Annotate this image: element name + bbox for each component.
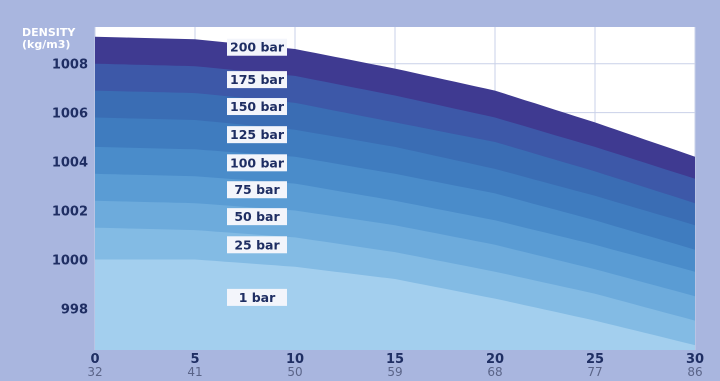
band-label-100-bar: 100 bar (227, 154, 287, 172)
band-label-box (227, 236, 287, 254)
band-1-bar (95, 259, 695, 350)
band-label-150-bar: 150 bar (227, 98, 287, 116)
y-tick-label: 1008 (52, 58, 88, 73)
x-tick-label-secondary: 77 (587, 365, 602, 379)
x-tick-label-secondary: 41 (187, 365, 202, 379)
x-tick-label: 5 (190, 352, 199, 367)
y-axis-ticks: 998 1000 1002 1004 1006 1008 (52, 58, 88, 318)
band-label-text: 1 bar (239, 290, 276, 305)
x-tick-label: 30 (686, 352, 704, 367)
band-label-box (227, 38, 287, 56)
band-labels: 200 bar 175 bar 150 bar 125 bar 100 bar 75 ba… (227, 38, 287, 306)
band-label-200-bar: 200 bar (227, 38, 287, 56)
band-label-25-bar: 25 bar (227, 236, 287, 254)
y-tick-label: 1006 (52, 107, 88, 122)
band-label-box (227, 154, 287, 172)
band-label-125-bar: 125 bar (227, 126, 287, 144)
band-label-box (227, 98, 287, 116)
x-tick-label-secondary: 86 (687, 365, 702, 379)
band-label-box (227, 208, 287, 226)
band-label-box (227, 288, 287, 306)
band-label-text: 100 bar (230, 155, 285, 170)
band-label-box (227, 71, 287, 89)
x-tick-label-secondary: 68 (487, 365, 502, 379)
x-tick-label-secondary: 59 (387, 365, 402, 379)
y-tick-label: 998 (61, 302, 88, 317)
band-label-text: 125 bar (230, 127, 285, 142)
band-label-text: 150 bar (230, 99, 285, 114)
y-tick-label: 1004 (52, 156, 88, 171)
band-label-text: 200 bar (230, 40, 285, 55)
y-tick-label: 1000 (52, 253, 88, 268)
band-label-box (227, 181, 287, 199)
band-label-text: 25 bar (234, 237, 280, 252)
x-tick-label-secondary: 32 (87, 365, 102, 379)
band-label-text: 75 bar (234, 182, 280, 197)
band-label-box (227, 126, 287, 144)
band-label-text: 50 bar (234, 209, 280, 224)
band-label-1-bar: 1 bar (227, 288, 287, 306)
x-tick-label-secondary: 50 (287, 365, 302, 379)
band-label-175-bar: 175 bar (227, 71, 287, 89)
x-tick-label: 25 (586, 352, 604, 367)
x-tick-label: 0 (90, 352, 99, 367)
x-tick-label: 10 (286, 352, 304, 367)
band-label-50-bar: 50 bar (227, 208, 287, 226)
y-tick-label: 1002 (52, 205, 88, 220)
x-tick-label: 20 (486, 352, 504, 367)
band-label-75-bar: 75 bar (227, 181, 287, 199)
y-axis-unit: (kg/m3) (22, 38, 70, 51)
y-axis-label: DENSITY (22, 26, 76, 39)
band-label-text: 175 bar (230, 72, 285, 87)
x-tick-label: 15 (386, 352, 404, 367)
